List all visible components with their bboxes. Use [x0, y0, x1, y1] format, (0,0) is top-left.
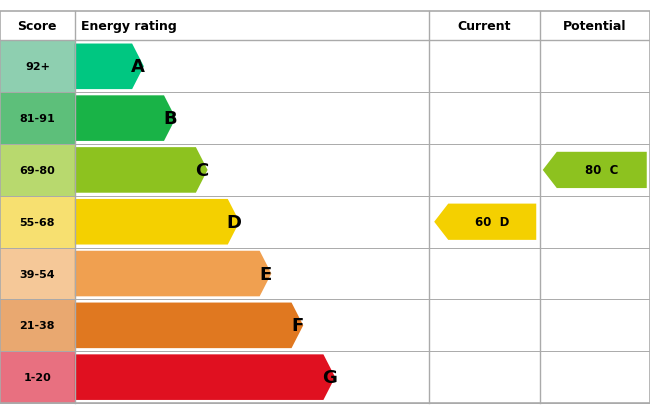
Text: 21-38: 21-38 — [20, 320, 55, 330]
Text: 81-91: 81-91 — [20, 114, 55, 124]
Text: A: A — [131, 58, 145, 76]
Bar — [0, 300, 75, 352]
Text: 69-80: 69-80 — [20, 166, 55, 175]
Text: G: G — [322, 368, 337, 386]
Text: Current: Current — [458, 20, 511, 33]
Text: 92+: 92+ — [25, 62, 50, 72]
Polygon shape — [75, 303, 304, 348]
Bar — [0, 196, 75, 248]
Bar — [0, 41, 75, 93]
Polygon shape — [75, 251, 271, 296]
Bar — [0, 145, 75, 196]
Bar — [0, 248, 75, 300]
Bar — [0, 352, 75, 403]
Polygon shape — [543, 152, 647, 189]
Text: Energy rating: Energy rating — [81, 20, 177, 33]
Text: C: C — [195, 162, 209, 179]
Polygon shape — [434, 204, 536, 240]
Text: 60  D: 60 D — [475, 216, 510, 229]
Text: 80  C: 80 C — [585, 164, 618, 177]
Text: E: E — [259, 265, 272, 283]
Text: 39-54: 39-54 — [20, 269, 55, 279]
Text: 1-20: 1-20 — [23, 372, 51, 382]
Polygon shape — [75, 199, 239, 245]
Polygon shape — [75, 148, 207, 193]
Polygon shape — [75, 96, 176, 142]
Polygon shape — [75, 45, 144, 90]
Text: B: B — [163, 110, 177, 128]
Polygon shape — [75, 354, 335, 400]
Text: F: F — [291, 317, 304, 335]
Text: Potential: Potential — [563, 20, 627, 33]
Text: D: D — [226, 213, 241, 231]
Bar — [0, 93, 75, 145]
Text: 55-68: 55-68 — [20, 217, 55, 227]
Text: Score: Score — [18, 20, 57, 33]
